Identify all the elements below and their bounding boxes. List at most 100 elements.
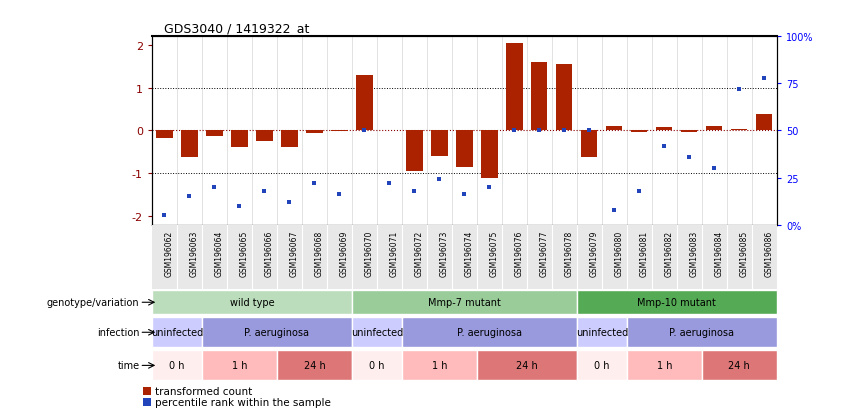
Bar xyxy=(406,131,423,172)
Point xyxy=(432,177,446,183)
Bar xyxy=(332,131,347,132)
Bar xyxy=(356,76,372,131)
Text: 0 h: 0 h xyxy=(369,361,385,370)
Bar xyxy=(506,44,523,131)
FancyBboxPatch shape xyxy=(577,318,627,347)
Bar xyxy=(231,131,247,147)
Text: 24 h: 24 h xyxy=(728,361,750,370)
Bar xyxy=(207,131,222,136)
Text: GSM196080: GSM196080 xyxy=(615,230,623,276)
Point xyxy=(157,212,171,219)
Text: Mmp-10 mutant: Mmp-10 mutant xyxy=(637,297,716,308)
Point xyxy=(682,154,696,161)
Text: GSM196065: GSM196065 xyxy=(240,230,248,276)
Point xyxy=(233,203,247,210)
Point xyxy=(332,192,346,198)
FancyBboxPatch shape xyxy=(627,351,702,380)
Bar xyxy=(306,131,323,133)
Bar xyxy=(731,129,747,131)
Bar xyxy=(681,131,698,133)
FancyBboxPatch shape xyxy=(352,351,402,380)
Text: GSM196071: GSM196071 xyxy=(390,230,398,276)
Bar xyxy=(381,130,398,131)
Text: uninfected: uninfected xyxy=(351,328,403,337)
Text: 1 h: 1 h xyxy=(232,361,247,370)
Point xyxy=(608,207,621,214)
FancyBboxPatch shape xyxy=(152,290,352,315)
Text: GSM196063: GSM196063 xyxy=(189,230,199,276)
FancyBboxPatch shape xyxy=(202,351,277,380)
Bar xyxy=(143,387,151,395)
Text: infection: infection xyxy=(97,328,140,337)
Text: GSM196081: GSM196081 xyxy=(640,230,648,276)
Text: GSM196069: GSM196069 xyxy=(339,230,348,276)
Point xyxy=(383,180,397,187)
Text: GSM196070: GSM196070 xyxy=(365,230,373,276)
Text: wild type: wild type xyxy=(229,297,274,308)
Point xyxy=(358,128,372,135)
Text: GSM196066: GSM196066 xyxy=(265,230,273,276)
Text: GSM196076: GSM196076 xyxy=(515,230,523,276)
Text: GSM196072: GSM196072 xyxy=(414,230,424,276)
Bar xyxy=(556,65,573,131)
Bar xyxy=(756,115,773,131)
FancyBboxPatch shape xyxy=(627,318,777,347)
Point xyxy=(657,143,671,150)
Text: P. aeruginosa: P. aeruginosa xyxy=(457,328,522,337)
Text: GSM196062: GSM196062 xyxy=(164,230,174,276)
Bar xyxy=(431,131,448,157)
FancyBboxPatch shape xyxy=(202,318,352,347)
Text: P. aeruginosa: P. aeruginosa xyxy=(669,328,734,337)
Point xyxy=(733,86,746,93)
Text: GSM196078: GSM196078 xyxy=(564,230,574,276)
Text: transformed count: transformed count xyxy=(155,386,253,396)
FancyBboxPatch shape xyxy=(352,290,577,315)
FancyBboxPatch shape xyxy=(577,351,627,380)
Point xyxy=(307,180,321,187)
Text: P. aeruginosa: P. aeruginosa xyxy=(245,328,309,337)
Text: GSM196075: GSM196075 xyxy=(490,230,498,276)
Bar xyxy=(143,398,151,406)
Text: GSM196084: GSM196084 xyxy=(714,230,723,276)
Text: percentile rank within the sample: percentile rank within the sample xyxy=(155,397,332,407)
Text: 1 h: 1 h xyxy=(431,361,447,370)
Bar xyxy=(631,131,648,133)
Text: time: time xyxy=(117,361,140,370)
Text: GSM196064: GSM196064 xyxy=(214,230,223,276)
Bar xyxy=(606,127,622,131)
Bar xyxy=(181,131,198,158)
Text: GDS3040 / 1419322_at: GDS3040 / 1419322_at xyxy=(164,21,310,35)
FancyBboxPatch shape xyxy=(577,290,777,315)
Text: GSM196079: GSM196079 xyxy=(589,230,598,276)
Bar xyxy=(156,131,173,139)
Text: GSM196083: GSM196083 xyxy=(689,230,699,276)
Text: 1 h: 1 h xyxy=(656,361,672,370)
FancyBboxPatch shape xyxy=(352,318,402,347)
Bar xyxy=(707,127,722,131)
Point xyxy=(207,184,221,191)
Point xyxy=(282,199,296,206)
Bar xyxy=(457,131,472,167)
Text: GSM196068: GSM196068 xyxy=(314,230,324,276)
Point xyxy=(707,166,721,172)
Bar xyxy=(656,128,673,131)
Point xyxy=(532,128,546,135)
Text: 0 h: 0 h xyxy=(594,361,609,370)
Point xyxy=(182,194,196,200)
Text: GSM196073: GSM196073 xyxy=(439,230,449,276)
FancyBboxPatch shape xyxy=(477,351,577,380)
Point xyxy=(557,128,571,135)
Point xyxy=(758,75,772,82)
Bar xyxy=(481,131,497,178)
Text: 0 h: 0 h xyxy=(169,361,185,370)
Point xyxy=(483,184,496,191)
Bar xyxy=(281,131,298,147)
Point xyxy=(258,188,272,195)
Point xyxy=(582,128,596,135)
Text: GSM196086: GSM196086 xyxy=(765,230,773,276)
Text: GSM196067: GSM196067 xyxy=(289,230,299,276)
Bar xyxy=(582,131,597,158)
Text: GSM196082: GSM196082 xyxy=(664,230,674,276)
Point xyxy=(407,188,421,195)
Text: uninfected: uninfected xyxy=(151,328,203,337)
